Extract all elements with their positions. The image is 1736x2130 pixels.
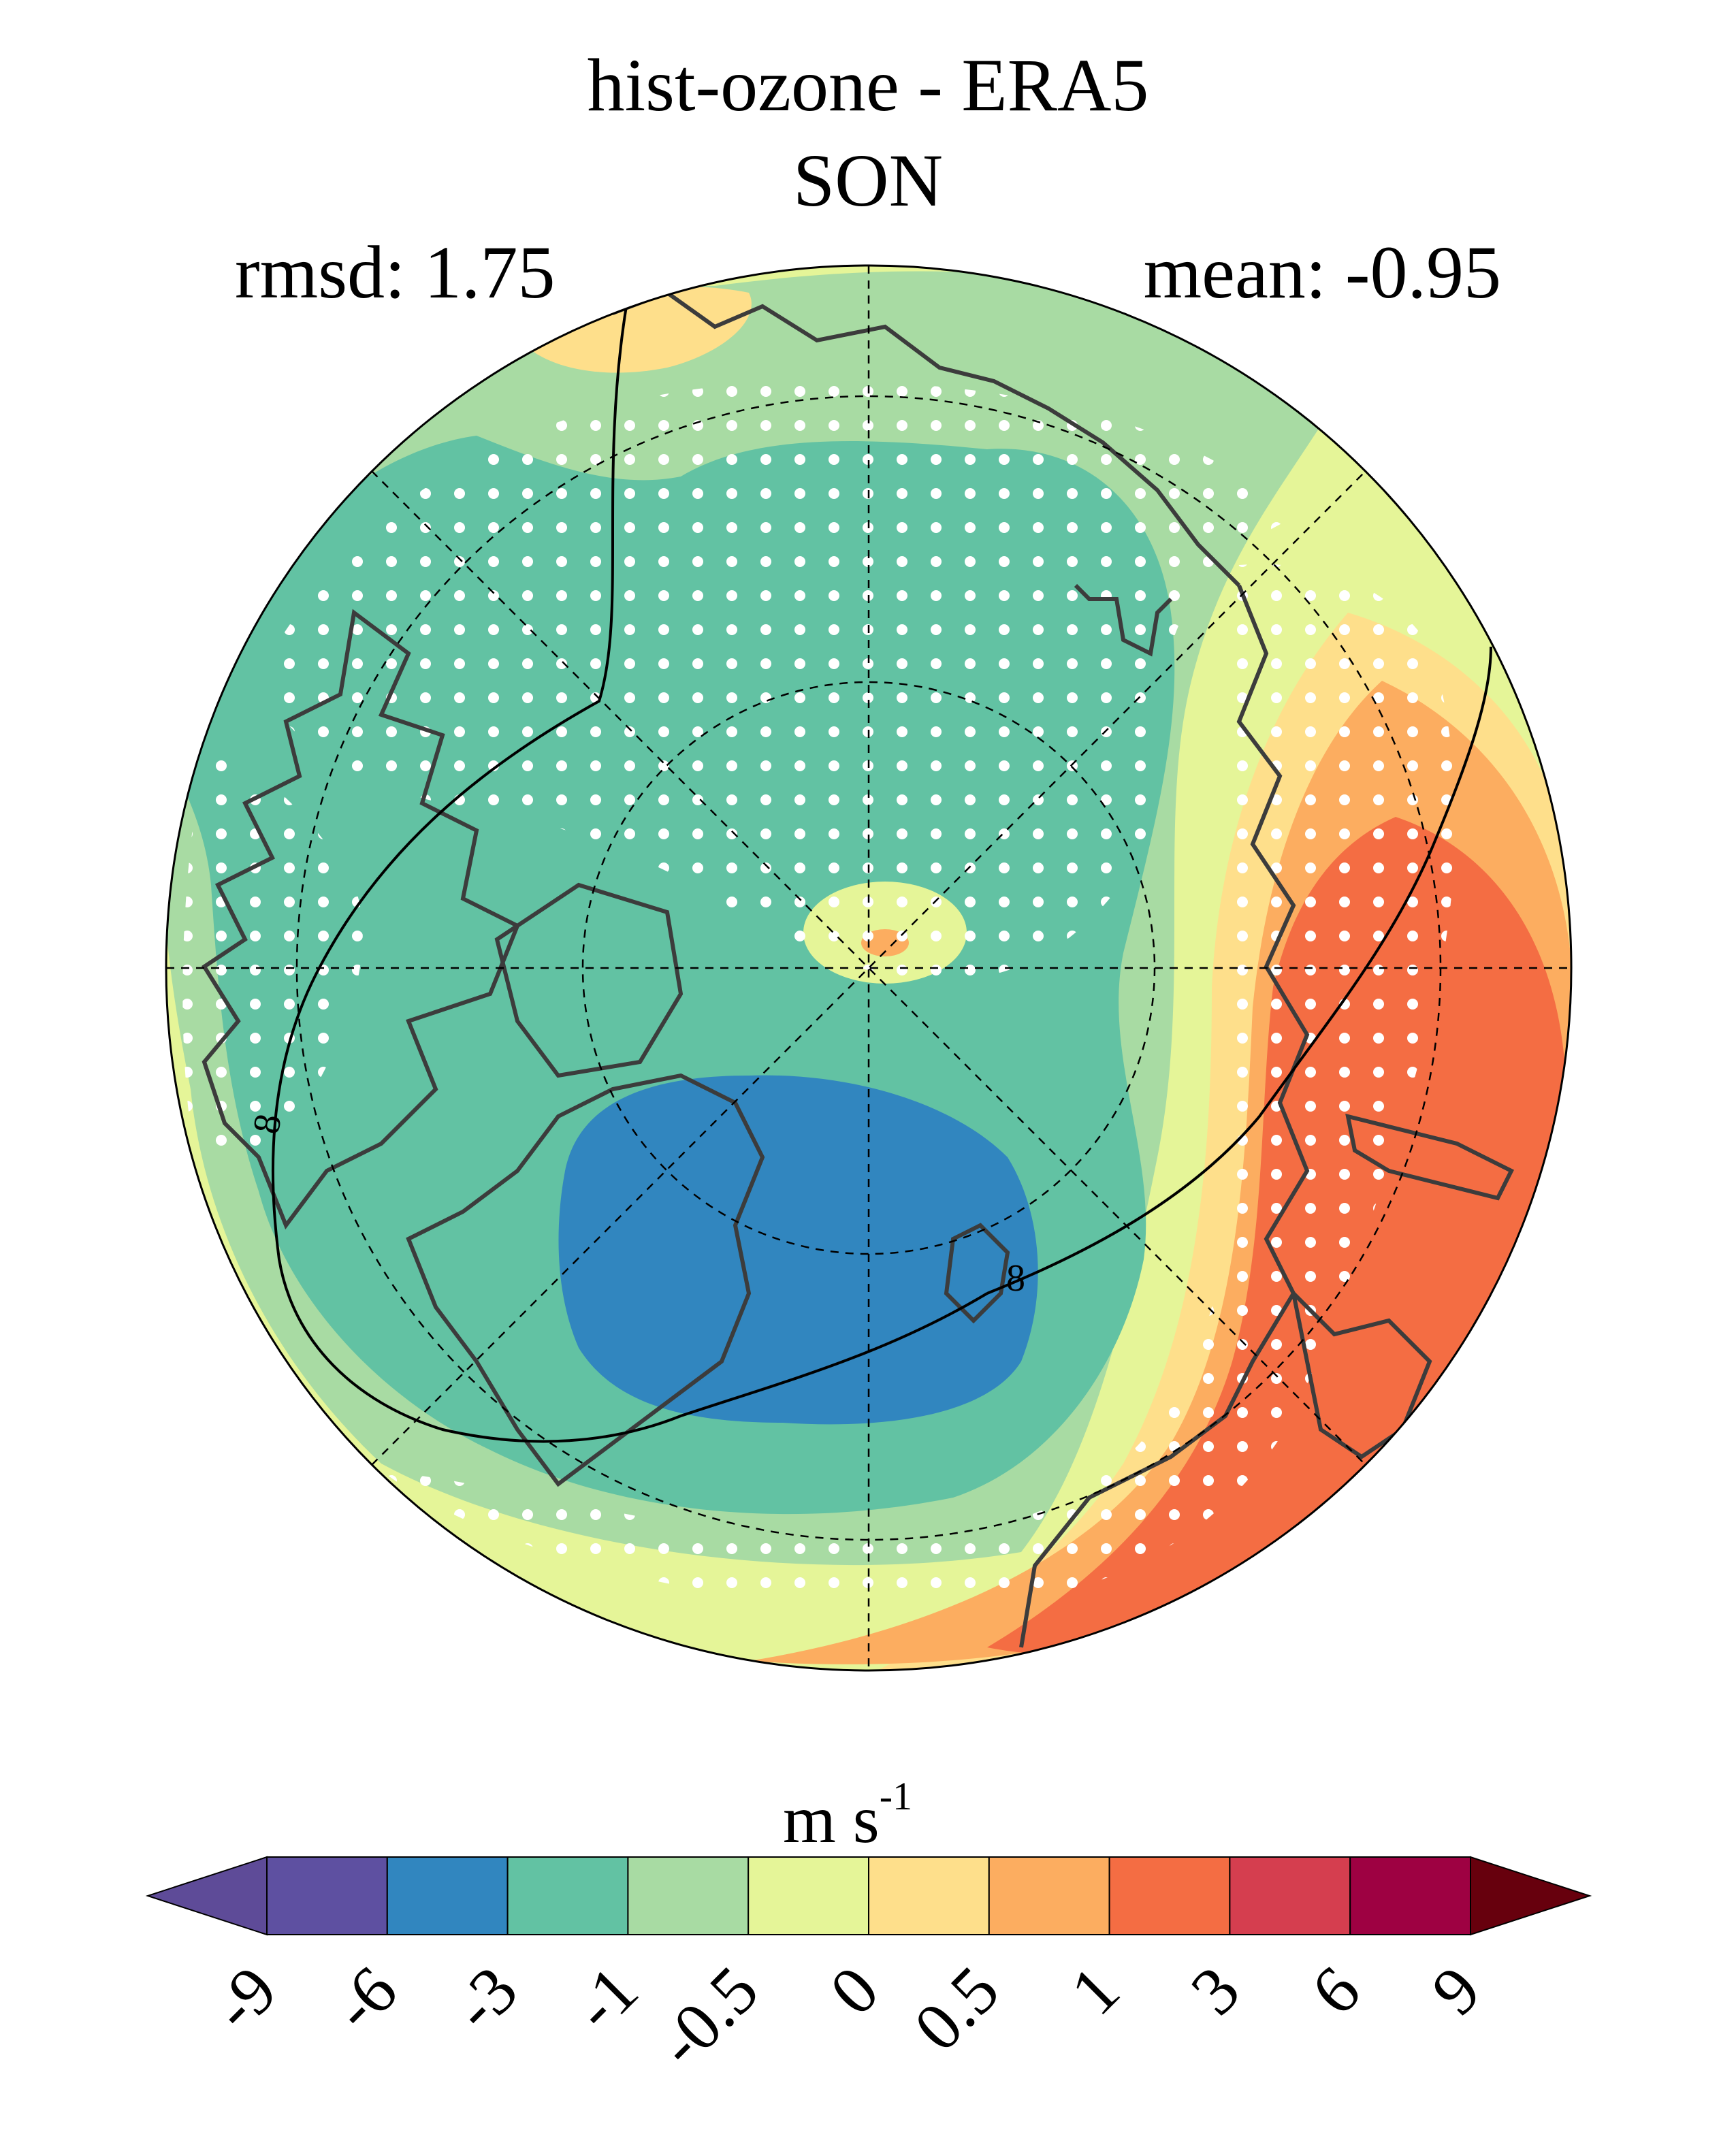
contour-8-line-east (986, 646, 1492, 1295)
colorbar-box (1108, 1856, 1231, 1935)
colorbar-box (386, 1856, 509, 1935)
coastline-siberia (1290, 1287, 1432, 1459)
coastline-alaska (1074, 583, 1173, 657)
stipple-band-west (182, 749, 363, 1150)
colorbar-unit: m s-1 (783, 1777, 912, 1854)
colorbar-box (748, 1856, 869, 1935)
colorbar-unit-exponent: -1 (879, 1774, 913, 1818)
stipple-band-east (381, 564, 1456, 1611)
colorbar-tick-label: -3 (438, 1952, 532, 2045)
colorbar-tick-label: 6 (1297, 1952, 1375, 2029)
graticule-circle-30 (295, 395, 1442, 1541)
colorbar-tick-label: -1 (559, 1952, 652, 2045)
contour-label-east: 8 (1006, 1257, 1025, 1300)
coastline-svalbard (944, 1223, 1010, 1324)
field-blue-region (558, 1075, 1038, 1425)
colorbar-box (868, 1856, 990, 1935)
field-layers (166, 265, 1571, 1671)
map-boundary (165, 264, 1573, 1672)
colorbar-tick-label: -6 (318, 1952, 411, 2045)
colorbar-box (627, 1856, 750, 1935)
mean-label: mean: -0.95 (1143, 231, 1501, 314)
colorbar-tick-label: 3 (1176, 1952, 1254, 2029)
colorbar-unit-base: m s (783, 1781, 880, 1857)
colorbar-box (1349, 1856, 1471, 1935)
rmsd-label: rmsd: 1.75 (235, 231, 556, 314)
stipple-band-north (259, 381, 1293, 981)
colorbar-tick-label: -0.5 (643, 1952, 772, 2081)
map-title: hist-ozone - ERA5 (587, 44, 1149, 127)
coastline-novaya-zemlya (1345, 1113, 1515, 1201)
colorbar-box (266, 1856, 388, 1935)
coastline-europe (406, 1073, 765, 1487)
coastline-north (611, 290, 1241, 587)
colorbar-tick-label: 0 (816, 1952, 893, 2029)
season-label: SON (792, 139, 944, 222)
graticule-circle-60 (581, 681, 1156, 1255)
colorbar-box (988, 1856, 1110, 1935)
coastline-east (1019, 584, 1310, 1648)
colorbar-tick-label: -9 (197, 1952, 291, 2045)
colorbar-tick-label: 0.5 (899, 1952, 1013, 2065)
colorbar-tick-label: 1 (1056, 1952, 1134, 2029)
polar-map: 8 8 (165, 264, 1573, 1672)
colorbar-extend-min (145, 1856, 268, 1936)
contour-8-line-west (271, 306, 988, 1443)
colorbar-extend-max (1470, 1856, 1592, 1936)
colorbar-box (507, 1856, 629, 1935)
colorbar-box (1229, 1856, 1351, 1935)
colorbar-tick-label: 9 (1417, 1952, 1495, 2029)
